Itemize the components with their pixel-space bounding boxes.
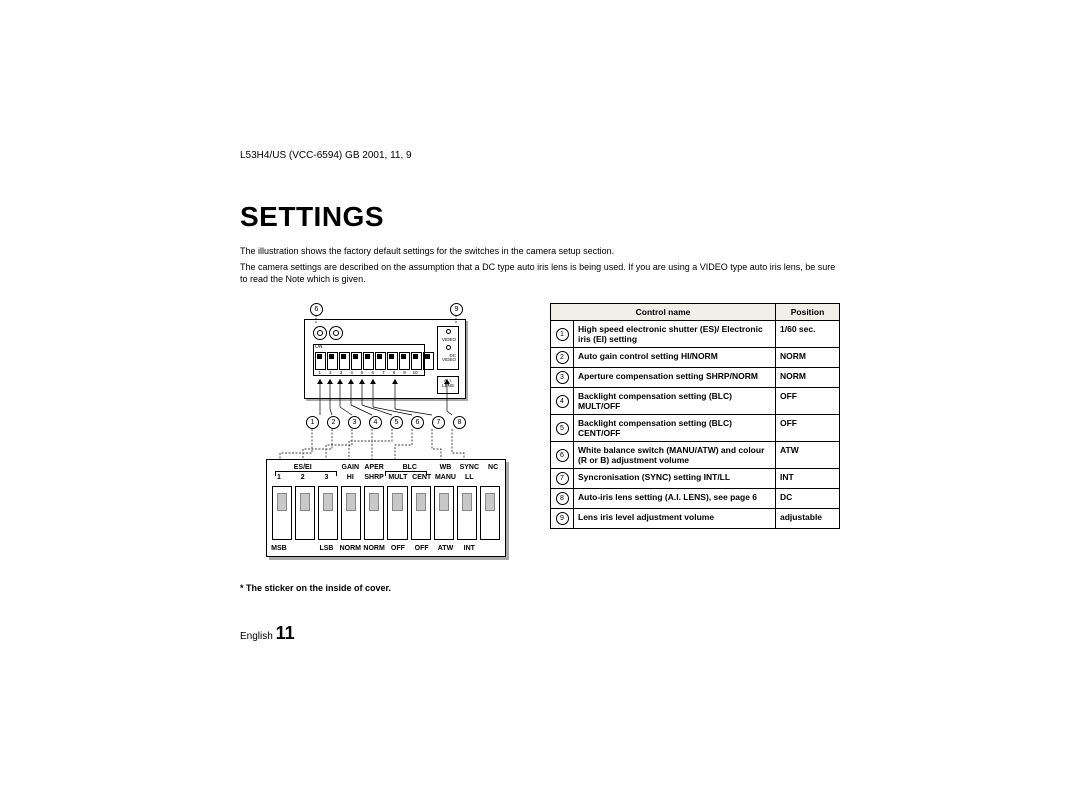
manual-page: L53H4/US (VCC-6594) GB 2001, 11, 9 SETTI… bbox=[0, 0, 1080, 644]
table-column: Control name Position 1High speed electr… bbox=[550, 303, 840, 593]
sticker-top-row1: ES/EI GAIN APER BLC WB SYNC NC bbox=[267, 464, 505, 471]
table-header-row: Control name Position bbox=[551, 304, 840, 321]
footer-page-number: 11 bbox=[276, 623, 295, 643]
diagram-column: ON 12 34 56 78 910 VIDE bbox=[240, 303, 520, 593]
table-row: 6White balance switch (MANU/ATW) and col… bbox=[551, 442, 840, 469]
page-footer: English 11 bbox=[240, 623, 840, 644]
sticker-footnote: * The sticker on the inside of cover. bbox=[240, 583, 520, 593]
intro-text: The illustration shows the factory defau… bbox=[240, 245, 840, 285]
table-row: 3Aperture compensation setting SHRP/NORM… bbox=[551, 368, 840, 388]
table-row: 9Lens iris level adjustment volumeadjust… bbox=[551, 509, 840, 529]
table-row: 2Auto gain control setting HI/NORMNORM bbox=[551, 348, 840, 368]
intro-line-1: The illustration shows the factory defau… bbox=[240, 245, 840, 257]
settings-table: Control name Position 1High speed electr… bbox=[550, 303, 840, 529]
table-row: 7Syncronisation (SYNC) setting INT/LLINT bbox=[551, 469, 840, 489]
table-row: 5Backlight compensation setting (BLC) CE… bbox=[551, 415, 840, 442]
sticker-switch-row bbox=[272, 486, 500, 540]
th-position: Position bbox=[776, 304, 840, 321]
footer-language: English bbox=[240, 631, 273, 642]
page-title: SETTINGS bbox=[240, 201, 840, 233]
th-control-name: Control name bbox=[551, 304, 776, 321]
intro-line-2: The camera settings are described on the… bbox=[240, 261, 840, 285]
sticker-top-row2: 1 2 3 HI SHRP MULT CENT MANU LL bbox=[267, 474, 505, 481]
content-row: ON 12 34 56 78 910 VIDE bbox=[240, 303, 840, 593]
camera-diagram: ON 12 34 56 78 910 VIDE bbox=[240, 303, 520, 573]
sticker-bottom-row: MSB LSB NORM NORM OFF OFF ATW INT bbox=[267, 545, 505, 552]
table-row: 8Auto-iris lens setting (A.I. LENS), see… bbox=[551, 489, 840, 509]
table-row: 1High speed electronic shutter (ES)/ Ele… bbox=[551, 321, 840, 348]
table-row: 4Backlight compensation setting (BLC) MU… bbox=[551, 388, 840, 415]
sticker-panel: ES/EI GAIN APER BLC WB SYNC NC 1 2 3 HI … bbox=[266, 459, 506, 557]
doc-id: L53H4/US (VCC-6594) GB 2001, 11, 9 bbox=[240, 150, 840, 161]
